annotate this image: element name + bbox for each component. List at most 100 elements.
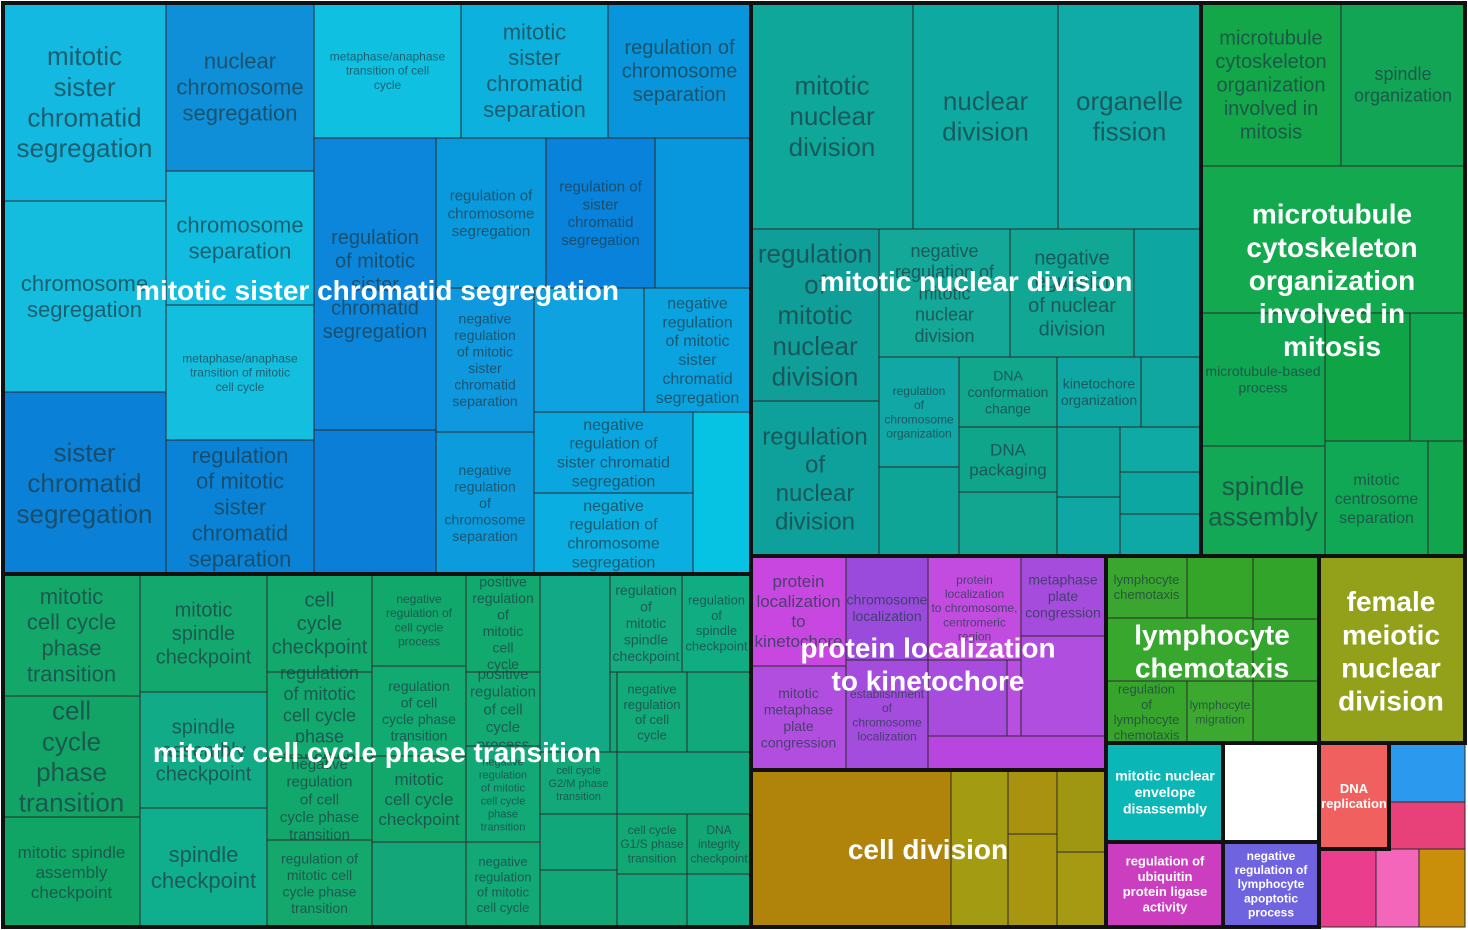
- treemap-cell: [1388, 742, 1466, 803]
- cell-label: regulation of mitotic nuclear division: [758, 239, 872, 392]
- treemap-cell: [654, 137, 752, 289]
- treemap-cell: [950, 769, 1009, 928]
- treemap-cell: [750, 228, 880, 402]
- treemap-cell: [371, 665, 467, 757]
- cell-label: DNA packaging: [969, 440, 1047, 479]
- cell-label: negative regulation of chromosome separation: [445, 462, 526, 544]
- cell-label: organelle fission: [1076, 86, 1183, 147]
- treemap-cell: [266, 671, 373, 759]
- treemap-group-labels: mitotic nuclear envelope disassembly regula…: [135, 199, 1444, 920]
- treemap-cell: [750, 2, 914, 230]
- cell-label: regulation of nuclear division: [762, 423, 867, 535]
- cell-label: mitotic spindle checkpoint: [156, 599, 252, 668]
- cell-label: metaphase plate congression: [1025, 571, 1101, 620]
- treemap-cell: [607, 2, 752, 139]
- treemap-cell: [313, 137, 437, 431]
- treemap-cell: [266, 573, 373, 673]
- treemap-cell: [1200, 2, 1342, 167]
- treemap-cell: [845, 659, 929, 771]
- treemap-cell: [266, 757, 373, 841]
- treemap-cell: [1388, 801, 1466, 850]
- treemap-cell: [165, 2, 315, 172]
- treemap-cell: [878, 466, 960, 557]
- treemap-cell: [878, 228, 1011, 358]
- treemap-cell: [539, 813, 618, 871]
- treemap-cell: [1056, 496, 1121, 557]
- cell-label: negative regulation of mitotic cell cycle: [474, 854, 531, 915]
- group-border: [1317, 554, 1467, 745]
- cell-label: cell cycle checkpoint: [272, 589, 368, 658]
- treemap-cell: [1105, 617, 1254, 682]
- cell-label: protein localization to kinetochore: [755, 572, 843, 651]
- group-border: [1317, 741, 1391, 851]
- cell-label: regulation of cell cycle phase transition: [382, 678, 456, 744]
- treemap-cell: [1105, 680, 1188, 744]
- treemap-cell: [313, 2, 462, 139]
- cell-label: lymphocyte migration: [1190, 698, 1251, 726]
- cell-label: lymphocyte chemotaxis: [1114, 572, 1180, 602]
- treemap-cell: [139, 573, 268, 693]
- treemap-cell: [266, 839, 373, 928]
- cell-label: positive regulation of cell cycle process: [470, 666, 536, 754]
- cell-label: DNA integrity checkpoint: [690, 823, 748, 865]
- cell-label: nuclear chromosome segregation: [176, 49, 303, 126]
- group-label: mitotic sister chromatid segregation: [135, 275, 619, 306]
- treemap-cell: [435, 431, 535, 575]
- cell-label: microtubule-based process: [1205, 363, 1320, 396]
- treemap-cell: [1318, 848, 1377, 928]
- cell-label: mitotic cell cycle checkpoint: [378, 770, 460, 829]
- treemap-cell: [465, 671, 541, 747]
- cell-label: spindle organization: [1354, 64, 1452, 105]
- group-label: DNA replication: [1321, 781, 1387, 811]
- treemap-cell: [958, 491, 1058, 557]
- treemap-cell: [539, 869, 618, 928]
- treemap-cell: [435, 137, 547, 289]
- treemap-cell: [1020, 635, 1106, 737]
- treemap-cell: [371, 573, 467, 667]
- group-label: mitotic nuclear division: [820, 266, 1133, 297]
- cell-label: chromosome separation: [176, 213, 303, 264]
- treemap-cell: [1056, 851, 1107, 928]
- group-label: negative regulation of lymphocyte apoptotic…: [1235, 849, 1309, 920]
- cell-label: spindle checkpoint: [151, 842, 256, 893]
- group-border: [1221, 840, 1321, 929]
- treemap-cell: [1056, 356, 1142, 428]
- treemap-cell: [686, 671, 752, 753]
- cell-label: cell cycle G2/M phase transition: [549, 765, 609, 803]
- cell-label: regulation of mitotic sister chromatid segre…: [323, 227, 428, 343]
- treemap-cell: [927, 555, 1022, 661]
- cell-label: negative regulation of mitotic nuclear divis…: [895, 241, 995, 346]
- cell-label: mitotic centrosome separation: [1335, 472, 1419, 527]
- cell-label: establishment of chromosome localization: [850, 687, 925, 743]
- treemap-cell: [1252, 555, 1320, 620]
- treemap-cell: [165, 304, 315, 441]
- cell-label: mitotic spindle assembly checkpoint: [18, 843, 126, 902]
- treemap-cell: [1119, 426, 1202, 473]
- cell-label: negative regulation of cell cycle phase tran…: [280, 756, 359, 844]
- cell-label: regulation of chromosome segregation: [448, 188, 535, 240]
- cell-label: microtubule cytoskeleton organization invol…: [1215, 27, 1326, 143]
- treemap-cell: [1200, 165, 1466, 314]
- treemap-cell: [692, 411, 752, 575]
- treemap-cell: [465, 841, 541, 928]
- treemap-cell: [435, 287, 535, 433]
- cell-label: mitotic metaphase plate congression: [761, 685, 837, 751]
- treemap-cell: [912, 2, 1059, 230]
- treemap-cell: [371, 755, 467, 843]
- cell-label: negative regulation of cell cycle: [623, 682, 680, 743]
- treemap-cell: [927, 659, 1008, 737]
- treemap-cell: [465, 745, 541, 843]
- treemap-cell: [750, 400, 880, 557]
- treemap-cell: [2, 200, 167, 393]
- treemap-cell: [165, 439, 315, 575]
- treemap-cell: [1252, 680, 1320, 744]
- cell-label: negative regulation of mitotic cell cycle ph…: [479, 756, 527, 833]
- treemap-cell: [1418, 848, 1466, 928]
- treemap-cell: [1200, 445, 1326, 557]
- treemap-cell: [539, 751, 618, 815]
- treemap-cell: [460, 2, 609, 139]
- treemap-cell: [533, 287, 645, 413]
- cell-label: metaphase/anaphase transition of cell cycl…: [330, 50, 446, 92]
- group-label: cell division: [848, 834, 1008, 865]
- treemap-cell: [681, 573, 752, 673]
